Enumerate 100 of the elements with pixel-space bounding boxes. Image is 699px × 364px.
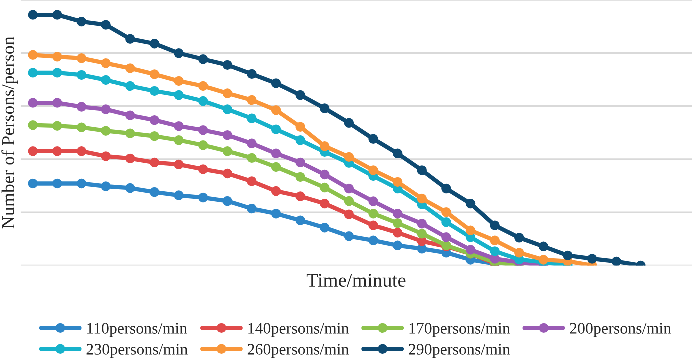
point	[198, 192, 208, 203]
point	[101, 152, 111, 162]
point	[198, 125, 208, 136]
point	[296, 158, 306, 168]
point	[76, 16, 87, 27]
point	[126, 81, 136, 92]
point	[222, 88, 232, 98]
point	[320, 182, 330, 193]
point	[247, 95, 257, 106]
point	[442, 207, 452, 218]
legend-label: 290persons/min	[409, 344, 510, 358]
point	[392, 218, 403, 228]
point	[392, 208, 403, 219]
point	[150, 39, 160, 49]
point	[52, 98, 62, 108]
legend-label: 260persons/min	[248, 344, 350, 358]
point	[28, 120, 38, 130]
point	[271, 186, 282, 196]
point	[76, 54, 87, 64]
point	[296, 172, 306, 182]
point	[222, 60, 232, 70]
point	[101, 182, 111, 192]
point	[417, 218, 427, 229]
point	[296, 216, 306, 226]
point	[222, 146, 232, 156]
point	[222, 104, 232, 114]
point	[126, 183, 136, 194]
x-axis-title: Time/minute	[306, 274, 406, 288]
point	[52, 146, 62, 156]
point	[198, 140, 208, 150]
point	[392, 228, 403, 238]
point	[52, 121, 62, 131]
point	[417, 229, 427, 239]
legend-label: 110persons/min	[88, 323, 188, 338]
point	[296, 192, 306, 202]
point	[28, 50, 38, 60]
point	[368, 166, 378, 176]
point	[320, 142, 330, 152]
point	[174, 76, 184, 86]
point	[344, 196, 354, 206]
point	[417, 166, 427, 176]
legend-label: 140persons/min	[248, 323, 350, 338]
point	[150, 187, 160, 198]
point	[52, 52, 62, 62]
point	[28, 10, 38, 20]
point	[344, 184, 354, 194]
point	[466, 198, 476, 209]
legend-label: 170persons/min	[410, 323, 510, 338]
point	[222, 196, 232, 206]
point	[344, 232, 354, 242]
point	[28, 178, 38, 189]
point	[466, 226, 476, 236]
point	[52, 10, 62, 20]
point	[344, 152, 354, 162]
point	[52, 178, 62, 189]
point	[612, 256, 622, 266]
point	[150, 132, 160, 142]
point	[76, 102, 87, 112]
point	[271, 105, 282, 116]
point	[150, 158, 160, 168]
point	[442, 217, 452, 228]
point	[198, 81, 208, 92]
point	[247, 176, 257, 186]
point	[368, 134, 378, 144]
point	[198, 96, 208, 106]
point	[296, 122, 306, 132]
point	[126, 110, 136, 120]
point	[368, 208, 378, 219]
point	[101, 58, 111, 68]
point	[101, 20, 111, 30]
point	[247, 138, 257, 148]
point	[76, 70, 87, 80]
point	[344, 210, 354, 220]
point	[101, 75, 111, 86]
point	[101, 126, 111, 136]
point	[174, 136, 184, 146]
point	[514, 233, 524, 243]
point	[101, 104, 111, 114]
point	[222, 130, 232, 140]
point	[271, 162, 282, 172]
point	[222, 168, 232, 179]
point	[247, 153, 257, 164]
point	[320, 170, 330, 180]
point	[320, 198, 330, 209]
point	[247, 69, 257, 80]
point	[392, 177, 403, 188]
point	[490, 236, 500, 246]
point	[296, 136, 306, 146]
point	[490, 220, 500, 230]
legend-label: 230persons/min	[86, 344, 188, 358]
point	[174, 90, 184, 100]
point	[28, 146, 38, 156]
point	[174, 190, 184, 200]
point	[198, 164, 208, 174]
point	[126, 154, 136, 164]
point	[587, 254, 598, 264]
point	[52, 68, 62, 78]
point	[174, 121, 184, 132]
point	[28, 98, 38, 108]
point	[271, 208, 282, 219]
